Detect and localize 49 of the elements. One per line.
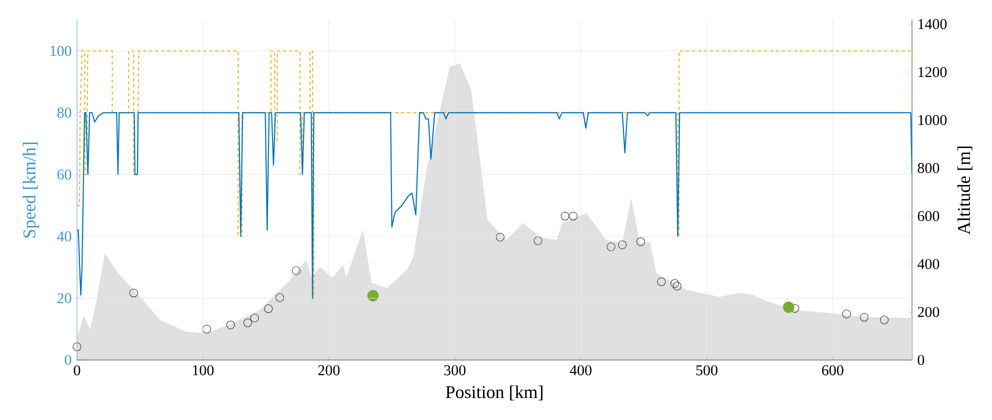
point [636,237,646,246]
y-tick-label: 80 [57,108,72,118]
point [670,279,680,288]
y2-tick-label: 200 [918,306,940,318]
point [243,318,252,328]
point [842,310,851,318]
point [534,236,542,246]
line-series [77,50,912,299]
point [72,342,82,352]
point [367,290,379,302]
point [292,266,300,276]
y2-tick-label: 600 [918,210,940,222]
x-tick-label: 0 [74,365,80,376]
point [129,288,138,298]
point [618,240,627,250]
y2-tick-label: 1000 [918,114,947,126]
point [496,232,504,242]
point [657,277,666,286]
y-tick-label: 40 [57,231,72,242]
y2-tick-label: 800 [918,162,940,174]
x-tick-label: 200 [318,365,340,376]
y-tick-label: 0 [64,354,72,366]
y2-tick-label: 0 [918,354,924,366]
x-tick-label: 600 [822,365,844,376]
point [568,212,578,220]
point [672,282,682,290]
point [560,212,570,220]
point [275,293,284,302]
x-tick-label: 100 [193,365,214,376]
point [250,314,259,322]
y-tick-label: 20 [57,293,72,304]
point [226,320,235,330]
y2-tick-label: 1200 [918,67,947,78]
point [606,242,616,252]
point [880,316,889,324]
x-axis-title: Position [km] [446,386,542,400]
x-tick-label: 500 [696,365,718,376]
y-tick-label: 60 [57,169,72,180]
y2-tick-label: 400 [918,258,940,270]
y-axis-title: Speed [km/h] [22,142,40,238]
y2-tick-label: 1400 [918,19,947,30]
y2-axis-title: Altitude [m] [957,146,972,235]
x-tick-label: 300 [444,365,466,376]
y-tick-label: 100 [50,46,72,56]
point [264,304,273,313]
point [860,312,868,322]
point [782,302,794,313]
line-series [77,112,912,299]
x-tick-label: 400 [570,365,592,376]
